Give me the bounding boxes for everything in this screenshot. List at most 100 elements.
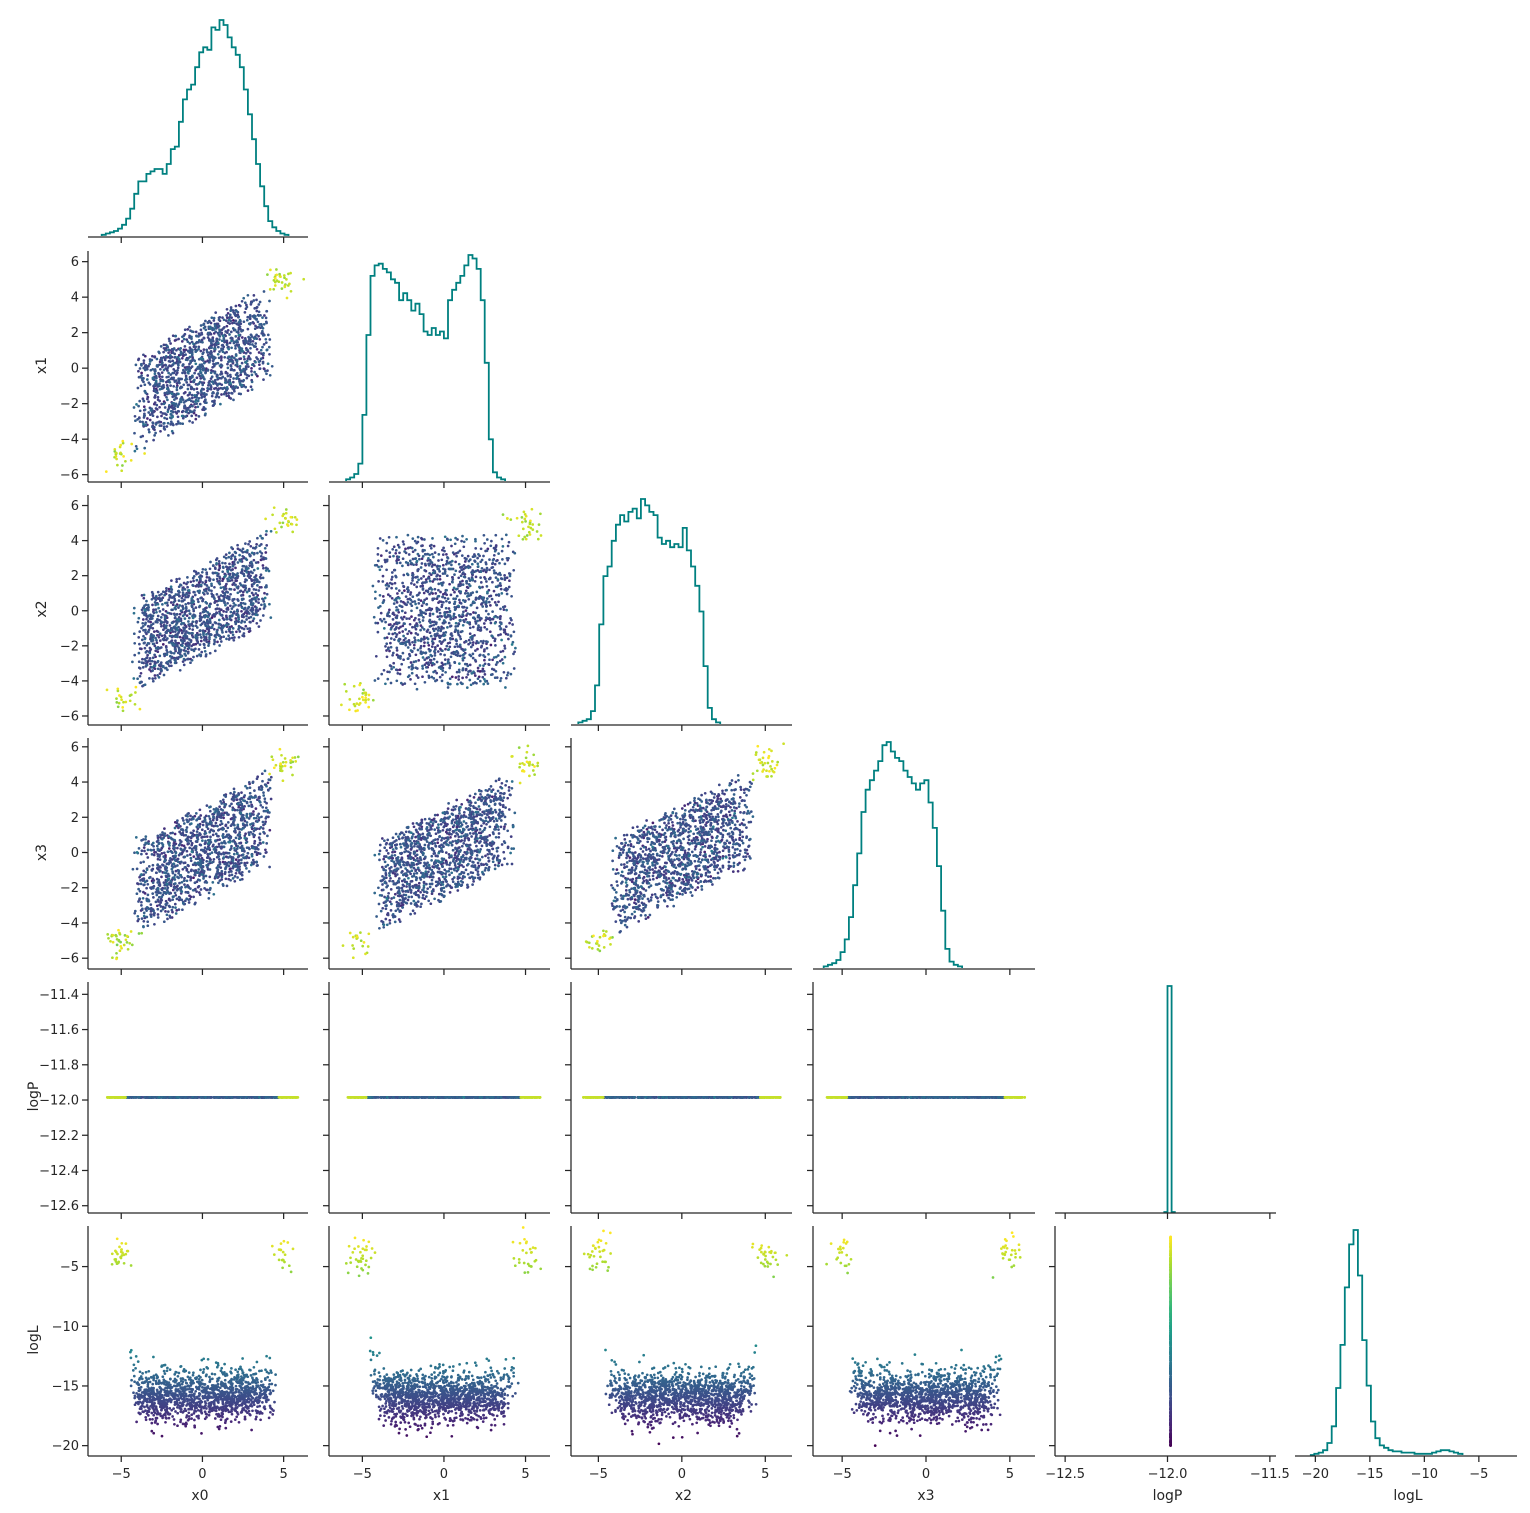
scatter-point (443, 612, 447, 616)
scatter-point (230, 356, 233, 360)
scatter-point (463, 560, 467, 563)
scatter-point (409, 661, 413, 664)
scatter-point (176, 415, 180, 419)
scatter-point (263, 314, 266, 317)
scatter-point (160, 620, 163, 624)
scatter-point (128, 699, 132, 703)
scatter-point (174, 402, 178, 406)
scatter-point (210, 595, 214, 598)
scatter-point (279, 275, 282, 279)
scatter-point (164, 348, 168, 352)
scatter-point (246, 327, 250, 331)
scatter-point (233, 557, 237, 561)
scatter-point (204, 412, 207, 416)
scatter-point (423, 569, 427, 572)
scatter-point (219, 355, 223, 358)
scatter-point (493, 615, 496, 619)
scatter-point (231, 387, 235, 390)
scatter-point (466, 586, 470, 590)
scatter-point (226, 569, 230, 573)
scatter-point (418, 557, 421, 561)
scatter-point (134, 691, 137, 694)
scatter-point (244, 341, 248, 345)
scatter-point (199, 612, 202, 615)
scatter-point (474, 539, 477, 543)
scatter-point (195, 890, 198, 893)
scatter-point (224, 565, 228, 569)
scatter-point (148, 383, 152, 386)
scatter-point (178, 668, 182, 672)
scatter-point (432, 623, 436, 627)
scatter-point (482, 649, 486, 653)
scatter-point (183, 883, 186, 886)
scatter-point (227, 347, 231, 351)
scatter-point (504, 676, 508, 680)
scatter-point (209, 621, 212, 625)
scatter-point (149, 626, 152, 629)
scatter-point (176, 366, 180, 370)
scatter-point (249, 603, 253, 606)
scatter-point (188, 351, 192, 354)
scatter-point (387, 584, 390, 588)
scatter-point (376, 559, 380, 563)
scatter-point (454, 569, 458, 573)
scatter-point (507, 540, 511, 544)
scatter-point (242, 368, 246, 371)
scatter-point (417, 602, 421, 605)
scatter-point (166, 611, 170, 615)
scatter-point (252, 299, 256, 302)
scatter-point (231, 598, 235, 601)
scatter-point (170, 621, 174, 625)
scatter-point (145, 656, 149, 659)
scatter-point (227, 555, 231, 559)
scatter-point (352, 684, 356, 688)
scatter-point (185, 635, 189, 638)
scatter-point (162, 421, 166, 425)
scatter-point (524, 520, 527, 523)
scatter-point (441, 640, 444, 644)
scatter-point (458, 619, 462, 622)
scatter-point (206, 389, 209, 393)
scatter-point (257, 580, 261, 584)
scatter-point (183, 405, 186, 409)
scatter-point (205, 348, 209, 352)
scatter-point (483, 677, 486, 681)
scatter-point (174, 334, 178, 338)
scatter-point (159, 367, 162, 371)
scatter-point (221, 561, 224, 565)
scatter-point (265, 372, 268, 376)
scatter-point (237, 346, 241, 349)
scatter-point (250, 610, 254, 613)
scatter-point (435, 660, 439, 664)
scatter-point (507, 585, 511, 589)
scatter-point (187, 620, 190, 623)
scatter-point (222, 392, 226, 396)
scatter-point (440, 661, 444, 665)
scatter-point (254, 613, 258, 617)
scatter-point (243, 339, 247, 342)
scatter-point (219, 402, 222, 406)
scatter-point (439, 590, 442, 594)
scatter-point (185, 410, 189, 414)
scatter-point (464, 609, 468, 612)
scatter-point (417, 659, 421, 662)
scatter-point (401, 557, 405, 561)
scatter-point (238, 364, 242, 368)
scatter-point (226, 321, 230, 324)
scatter-point (259, 357, 263, 361)
scatter-point (257, 625, 261, 628)
scatter-point (172, 643, 176, 647)
scatter-point (412, 643, 416, 647)
scatter-point (438, 570, 441, 573)
scatter-point (457, 584, 460, 588)
scatter-point (202, 391, 206, 395)
scatter-point (219, 640, 223, 643)
scatter-point (215, 593, 219, 596)
scatter-point (468, 558, 472, 561)
scatter-point (278, 521, 282, 525)
scatter-point (240, 568, 244, 571)
scatter-point (163, 616, 167, 619)
scatter-point (448, 601, 451, 604)
scatter-point (420, 613, 423, 617)
scatter-point (235, 339, 239, 342)
